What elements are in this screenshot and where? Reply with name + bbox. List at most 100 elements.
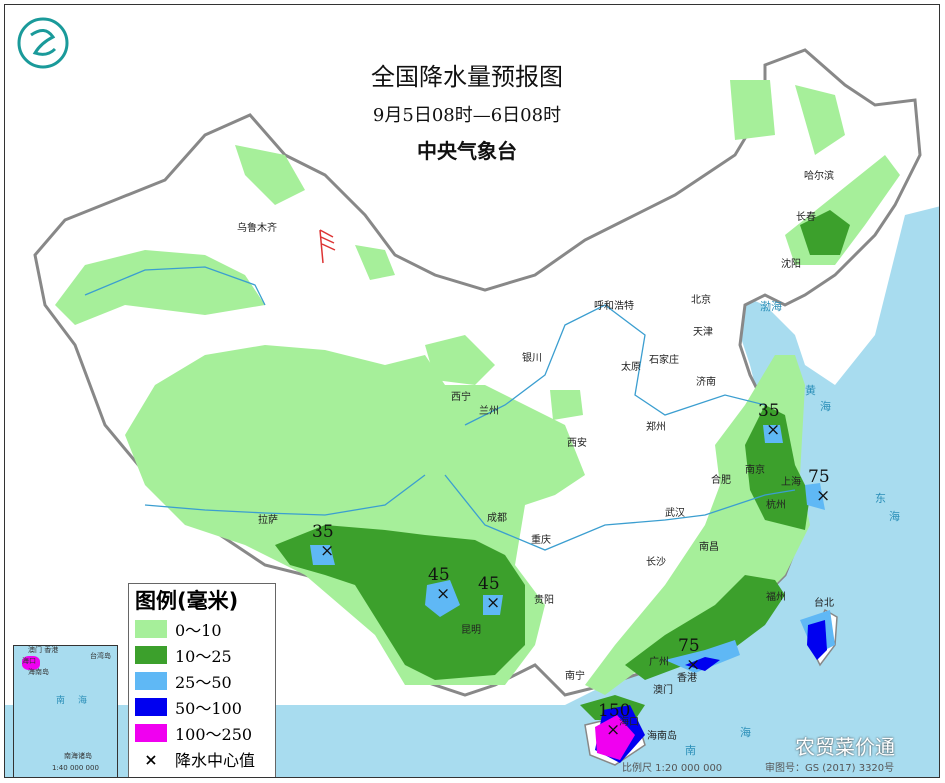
sea-label: 东 bbox=[875, 492, 886, 505]
rain-center-value: 35 bbox=[758, 401, 780, 421]
city-label: 南宁 bbox=[565, 671, 585, 682]
map-frame: 全国降水量预报图 9月5日08时—6日08时 中央气象台 乌鲁木齐 哈尔滨长春沈阳… bbox=[4, 4, 940, 778]
sea-label: 海 bbox=[820, 400, 831, 413]
rivers bbox=[84, 266, 796, 551]
legend-label: 50～100 bbox=[175, 699, 242, 718]
legend-label: 0～10 bbox=[175, 621, 222, 640]
legend-swatch bbox=[135, 646, 167, 664]
rain-center-value: 45 bbox=[478, 574, 500, 594]
map-canvas bbox=[5, 17, 939, 777]
map-title: 全国降水量预报图 bbox=[371, 63, 563, 91]
city-label: 南京 bbox=[745, 465, 765, 476]
inset-scale: 1:40 000 000 bbox=[52, 764, 99, 772]
rain-center-cross-icon: × bbox=[606, 720, 621, 740]
city-label: 石家庄 bbox=[649, 355, 679, 366]
city-label: 呼和浩特 bbox=[594, 301, 634, 312]
city-label: 拉萨 bbox=[258, 515, 278, 526]
map-number: 审图号：GS (2017) 3320号 bbox=[765, 763, 895, 774]
inset-label: 海南岛 bbox=[28, 668, 49, 676]
city-label: 银川 bbox=[522, 353, 542, 364]
inset-label: 南 bbox=[56, 696, 66, 706]
inset-label: 海口 bbox=[22, 657, 36, 665]
city-label: 昆明 bbox=[461, 625, 481, 636]
city-label: 太原 bbox=[621, 362, 641, 373]
legend-item: 0～10 bbox=[135, 616, 269, 642]
city-label: 兰州 bbox=[479, 406, 499, 417]
city-label: 南昌 bbox=[699, 542, 719, 553]
city-label: 重庆 bbox=[531, 535, 551, 546]
legend-label: 100～250 bbox=[175, 725, 253, 744]
rain-center-value: 45 bbox=[428, 565, 450, 585]
wind-barb-icon bbox=[319, 229, 336, 264]
rain-center-cross-icon: × bbox=[436, 584, 451, 604]
legend-swatch bbox=[135, 620, 167, 638]
city-label: 澳门 bbox=[653, 685, 673, 696]
legend-swatch bbox=[135, 672, 167, 690]
legend-label: 10～25 bbox=[175, 647, 232, 666]
inset-label: 海 bbox=[78, 696, 88, 706]
city-label: 乌鲁木齐 bbox=[237, 223, 277, 234]
legend-title: 图例(毫米) bbox=[135, 589, 239, 613]
sea-label: 南 bbox=[685, 744, 696, 757]
city-label: 福州 bbox=[766, 592, 786, 603]
legend-item-center: × 降水中心值 bbox=[135, 746, 269, 772]
rain-center-value: 35 bbox=[312, 522, 334, 542]
south-china-sea-inset: 澳门 香港 海口 海南岛 台湾岛 南 海 南海诸岛 1:40 000 000 bbox=[13, 645, 118, 777]
rain-10-25-areas bbox=[275, 210, 850, 720]
rain-100-250-area bbox=[595, 715, 635, 760]
inset-hainan-rain bbox=[22, 656, 40, 670]
rain-center-value: 150 bbox=[598, 701, 631, 721]
sea-label: 海 bbox=[740, 726, 751, 739]
rain-center-cross-icon: × bbox=[486, 593, 501, 613]
city-label: 上海 bbox=[781, 477, 801, 488]
cma-logo-icon bbox=[17, 17, 69, 69]
watermark: 农贸菜价通 bbox=[795, 735, 895, 759]
rain-center-cross-icon: × bbox=[686, 655, 701, 675]
city-label: 武汉 bbox=[665, 508, 685, 519]
legend: 图例(毫米) 0～10 10～25 25～50 50～100 100～250 × 降水中… bbox=[128, 583, 276, 777]
legend-item: 10～25 bbox=[135, 642, 269, 668]
rain-center-cross-icon: × bbox=[816, 486, 831, 506]
city-label: 天津 bbox=[693, 327, 713, 338]
inset-label: 台湾岛 bbox=[90, 652, 111, 660]
city-label: 台北 bbox=[814, 598, 834, 609]
inset-label: 澳门 香港 bbox=[28, 646, 59, 654]
rain-center-value: 75 bbox=[678, 636, 700, 656]
city-label: 长沙 bbox=[646, 557, 666, 568]
city-label: 哈尔滨 bbox=[804, 171, 834, 182]
legend-swatch bbox=[135, 724, 167, 742]
legend-item: 25～50 bbox=[135, 668, 269, 694]
city-label: 海南岛 bbox=[647, 731, 677, 742]
cross-icon: × bbox=[144, 749, 158, 769]
issuer: 中央气象台 bbox=[417, 139, 517, 163]
inset-label: 南海诸岛 bbox=[64, 752, 92, 760]
city-label: 香港 bbox=[677, 673, 697, 684]
rain-center-cross-icon: × bbox=[320, 541, 335, 561]
sea-label: 海 bbox=[889, 510, 900, 523]
rain-center-value: 75 bbox=[808, 467, 830, 487]
city-label: 海口 bbox=[619, 717, 639, 728]
city-label: 济南 bbox=[696, 377, 716, 388]
city-label: 贵阳 bbox=[534, 595, 554, 606]
legend-item: 100～250 bbox=[135, 720, 269, 746]
sea-label: 渤海 bbox=[760, 300, 782, 313]
city-label: 广州 bbox=[649, 657, 669, 668]
city-label: 合肥 bbox=[711, 475, 731, 486]
legend-item: 50～100 bbox=[135, 694, 269, 720]
sea-label: 黄 bbox=[805, 384, 816, 397]
city-label: 西宁 bbox=[451, 392, 471, 403]
legend-swatch bbox=[135, 698, 167, 716]
legend-label: 25～50 bbox=[175, 673, 232, 692]
city-label: 北京 bbox=[691, 295, 711, 306]
city-label: 郑州 bbox=[646, 422, 666, 433]
city-label: 西安 bbox=[567, 438, 587, 449]
scale-text: 比例尺 1:20 000 000 bbox=[622, 763, 723, 774]
cma-logo-swirl-icon bbox=[30, 29, 57, 56]
city-label: 成都 bbox=[487, 513, 507, 524]
rain-center-cross-icon: × bbox=[766, 420, 781, 440]
forecast-period: 9月5日08时—6日08时 bbox=[372, 105, 562, 126]
city-label: 长春 bbox=[796, 212, 816, 223]
legend-label: 降水中心值 bbox=[175, 751, 256, 770]
city-label: 杭州 bbox=[766, 500, 786, 511]
city-label: 沈阳 bbox=[781, 259, 801, 270]
